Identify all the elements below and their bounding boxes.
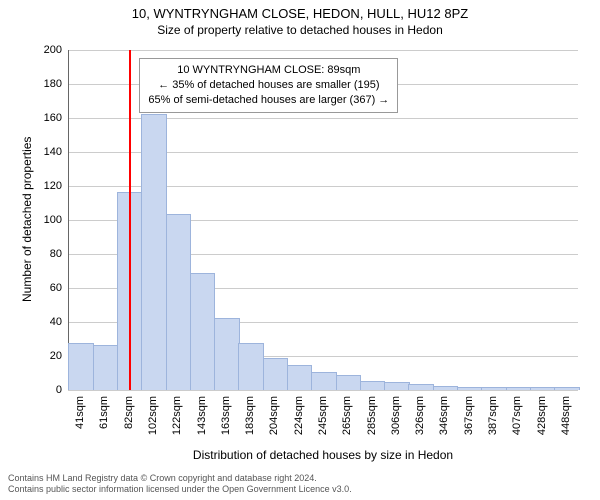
y-axis <box>68 50 69 390</box>
footer-line1: Contains HM Land Registry data © Crown c… <box>8 473 352 485</box>
chart-title: 10, WYNTRYNGHAM CLOSE, HEDON, HULL, HU12… <box>0 6 600 21</box>
chart-container: 10, WYNTRYNGHAM CLOSE, HEDON, HULL, HU12… <box>0 0 600 500</box>
histogram-bar <box>481 387 506 390</box>
histogram-bar <box>141 114 166 390</box>
histogram-bar <box>360 381 385 391</box>
xtick-label: 122sqm <box>171 396 183 435</box>
histogram-bar <box>166 214 191 390</box>
xtick-label: 245sqm <box>317 396 329 435</box>
ytick-label: 160 <box>34 112 62 124</box>
x-axis-label: Distribution of detached houses by size … <box>68 448 578 462</box>
plot-area: 10 WYNTRYNGHAM CLOSE: 89sqm← 35% of deta… <box>68 50 578 390</box>
reference-marker <box>129 50 131 390</box>
xtick-label: 428sqm <box>536 396 548 435</box>
histogram-bar <box>384 382 409 390</box>
xtick-label: 387sqm <box>487 396 499 435</box>
ytick-label: 0 <box>34 384 62 396</box>
xtick-label: 41sqm <box>74 396 86 429</box>
xtick-label: 306sqm <box>390 396 402 435</box>
footer-line2: Contains public sector information licen… <box>8 484 352 496</box>
ytick-label: 180 <box>34 78 62 90</box>
histogram-bar <box>506 387 531 390</box>
histogram-bar <box>336 375 361 390</box>
y-axis-label: Number of detached properties <box>20 136 34 301</box>
annotation-line: 10 WYNTRYNGHAM CLOSE: 89sqm <box>148 63 389 78</box>
histogram-bar <box>408 384 433 390</box>
ytick-label: 20 <box>34 350 62 362</box>
histogram-bar <box>433 386 458 390</box>
xtick-label: 407sqm <box>511 396 523 435</box>
xtick-label: 61sqm <box>98 396 110 429</box>
histogram-bar <box>311 372 336 390</box>
xtick-label: 204sqm <box>268 396 280 435</box>
histogram-bar <box>287 365 312 390</box>
xtick-label: 346sqm <box>438 396 450 435</box>
xtick-label: 265sqm <box>341 396 353 435</box>
histogram-bar <box>190 273 215 390</box>
ytick-label: 200 <box>34 44 62 56</box>
ytick-label: 100 <box>34 214 62 226</box>
xtick-label: 367sqm <box>463 396 475 435</box>
xtick-label: 448sqm <box>560 396 572 435</box>
xtick-label: 285sqm <box>366 396 378 435</box>
ytick-label: 40 <box>34 316 62 328</box>
histogram-bar <box>68 343 93 390</box>
ytick-label: 80 <box>34 248 62 260</box>
xtick-label: 82sqm <box>123 396 135 429</box>
histogram-bar <box>530 387 555 390</box>
xtick-label: 224sqm <box>293 396 305 435</box>
histogram-bar <box>93 345 118 390</box>
annotation-line: 65% of semi-detached houses are larger (… <box>148 93 389 108</box>
histogram-bar <box>214 318 239 390</box>
gridline <box>68 50 578 51</box>
xtick-label: 102sqm <box>147 396 159 435</box>
histogram-bar <box>238 343 263 390</box>
gridline <box>68 390 578 391</box>
xtick-label: 143sqm <box>196 396 208 435</box>
ytick-label: 120 <box>34 180 62 192</box>
histogram-bar <box>457 387 482 390</box>
ytick-label: 140 <box>34 146 62 158</box>
ytick-label: 60 <box>34 282 62 294</box>
footer-attribution: Contains HM Land Registry data © Crown c… <box>8 473 352 496</box>
xtick-label: 163sqm <box>220 396 232 435</box>
annotation-line: ← 35% of detached houses are smaller (19… <box>148 78 389 93</box>
histogram-bar <box>263 358 288 390</box>
chart-subtitle: Size of property relative to detached ho… <box>0 23 600 37</box>
histogram-bar <box>554 387 579 390</box>
annotation-box: 10 WYNTRYNGHAM CLOSE: 89sqm← 35% of deta… <box>139 58 398 113</box>
xtick-label: 183sqm <box>244 396 256 435</box>
xtick-label: 326sqm <box>414 396 426 435</box>
